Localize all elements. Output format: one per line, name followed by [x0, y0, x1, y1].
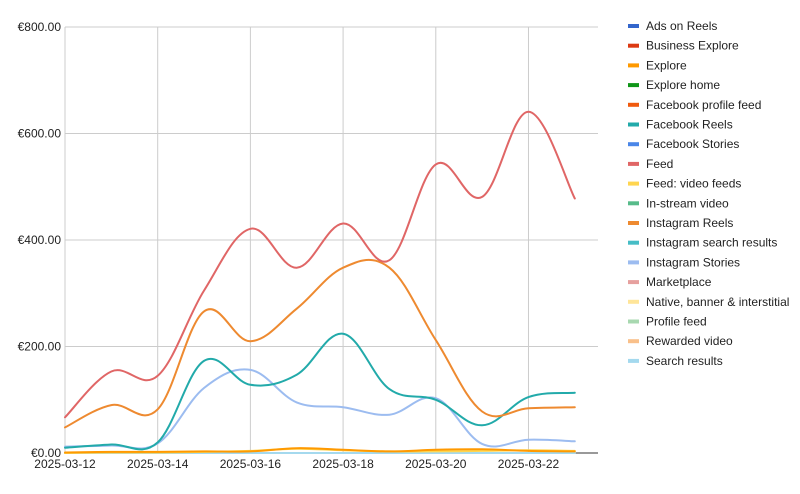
legend-label-feed: Feed: [646, 157, 673, 171]
x-tick-label: 2025-03-14: [127, 457, 189, 471]
legend-label-instagram-stories: Instagram Stories: [646, 255, 740, 269]
legend-swatch-business-explore: [628, 43, 639, 48]
axis-labels: €0.00 €200.00 €400.00 €600.00 €800.00 2025-03…: [18, 20, 560, 471]
legend-label-explore: Explore: [646, 58, 687, 72]
legend-label-facebook-profile-feed: Facebook profile feed: [646, 98, 761, 112]
legend-swatch-facebook-reels: [628, 122, 639, 127]
legend-swatch-feed-video-feeds: [628, 181, 639, 186]
y-tick-label: €800.00: [18, 20, 62, 34]
x-tick-label: 2025-03-16: [220, 457, 282, 471]
legend-label-instagram-reels: Instagram Reels: [646, 216, 733, 230]
legend-swatch-in-stream-video: [628, 201, 639, 206]
legend-swatch-search-results: [628, 358, 639, 363]
y-tick-label: €600.00: [18, 127, 62, 141]
legend-swatch-facebook-profile-feed: [628, 102, 639, 107]
legend-label-native-banner-interstitial: Native, banner & interstitial: [646, 295, 789, 309]
y-tick-label: €400.00: [18, 233, 62, 247]
legend: Ads on Reels Business Explore Explore Explo…: [628, 19, 789, 368]
legend-swatch-feed: [628, 161, 639, 166]
legend-label-instagram-search-results: Instagram search results: [646, 236, 777, 250]
series-line-instagram-reels: [64, 259, 576, 429]
series-line-instagram-stories: [64, 368, 576, 450]
legend-swatch-ads-on-reels: [628, 24, 639, 28]
x-tick-label: 2025-03-20: [405, 457, 467, 471]
legend-label-marketplace: Marketplace: [646, 275, 712, 289]
grid: [64, 26, 598, 454]
legend-label-in-stream-video: In-stream video: [646, 196, 729, 210]
legend-swatch-instagram-stories: [628, 260, 639, 265]
series-line-facebook-reels: [64, 332, 576, 451]
y-tick-label: €0.00: [31, 446, 61, 460]
legend-swatch-explore: [628, 63, 639, 68]
legend-label-rewarded-video: Rewarded video: [646, 334, 733, 348]
legend-label-search-results: Search results: [646, 354, 723, 368]
x-tick-label: 2025-03-12: [34, 457, 96, 471]
y-tick-label: €200.00: [18, 340, 62, 354]
x-tick-label: 2025-03-22: [498, 457, 560, 471]
series-line-explore: [64, 447, 576, 454]
legend-label-facebook-stories: Facebook Stories: [646, 137, 739, 151]
legend-label-facebook-reels: Facebook Reels: [646, 118, 733, 132]
legend-swatch-rewarded-video: [628, 339, 639, 344]
legend-label-feed-video-feeds: Feed: video feeds: [646, 177, 741, 191]
legend-label-profile-feed: Profile feed: [646, 315, 707, 329]
legend-swatch-native-banner-interstitial: [628, 299, 639, 304]
series-lines: [64, 110, 576, 454]
legend-swatch-profile-feed: [628, 319, 639, 324]
series-line-feed: [64, 110, 576, 419]
legend-label-ads-on-reels: Ads on Reels: [646, 19, 717, 33]
x-tick-label: 2025-03-18: [312, 457, 374, 471]
legend-swatch-explore-home: [628, 83, 639, 88]
legend-label-explore-home: Explore home: [646, 78, 720, 92]
legend-label-business-explore: Business Explore: [646, 39, 739, 53]
legend-swatch-instagram-reels: [628, 221, 639, 225]
legend-swatch-facebook-stories: [628, 142, 639, 147]
legend-swatch-marketplace: [628, 280, 639, 285]
legend-swatch-instagram-search-results: [628, 240, 639, 245]
